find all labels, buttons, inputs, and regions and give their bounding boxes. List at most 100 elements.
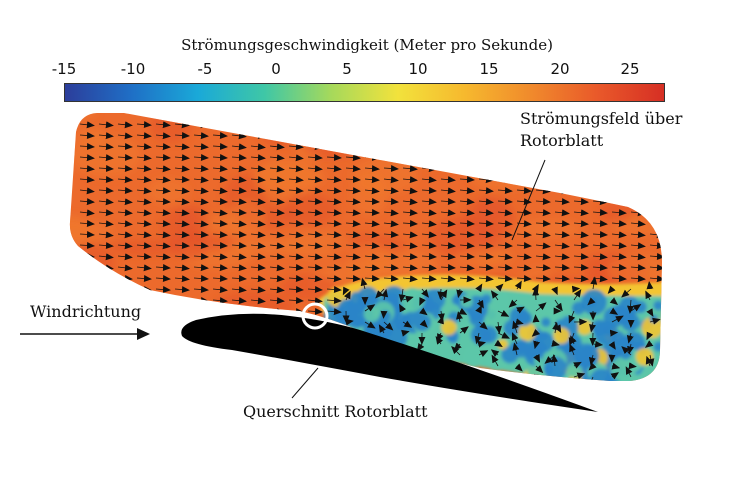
velocity-vector	[516, 176, 532, 184]
velocity-vector	[475, 283, 483, 293]
velocity-vector	[364, 197, 380, 205]
velocity-vector	[231, 187, 247, 195]
velocity-vector	[592, 175, 608, 183]
velocity-vector	[155, 330, 171, 338]
velocity-vector	[174, 154, 190, 162]
velocity-vector	[383, 231, 399, 239]
velocity-vector	[364, 143, 380, 151]
velocity-vector	[326, 153, 342, 161]
velocity-texture-blob	[254, 157, 317, 200]
velocity-vector	[630, 165, 646, 173]
velocity-vector	[117, 220, 133, 228]
velocity-vector	[609, 307, 619, 315]
velocity-vector	[421, 253, 437, 260]
velocity-vector	[402, 198, 418, 206]
velocity-vector	[611, 220, 627, 228]
velocity-vector	[136, 198, 152, 206]
velocity-vector	[326, 209, 342, 217]
velocity-vector	[269, 308, 285, 316]
velocity-vector	[554, 242, 570, 250]
velocity-vector	[136, 121, 152, 129]
velocity-vector	[231, 297, 247, 305]
velocity-texture-blob	[232, 236, 307, 257]
velocity-vector	[497, 121, 513, 129]
velocity-vector	[288, 132, 304, 140]
velocity-vector	[250, 308, 266, 316]
velocity-vector	[307, 297, 323, 305]
velocity-vector	[360, 277, 368, 290]
velocity-vector	[155, 198, 171, 206]
velocity-vector	[552, 321, 560, 334]
separation-zone-blob	[480, 325, 498, 344]
velocity-vector	[497, 154, 513, 162]
velocity-vector	[440, 132, 456, 140]
velocity-vector	[136, 264, 152, 272]
velocity-vector	[459, 252, 475, 260]
velocity-vector	[136, 220, 152, 228]
velocity-vector	[516, 242, 532, 250]
velocity-vector	[490, 290, 499, 301]
velocity-vector	[79, 154, 95, 162]
velocity-vector	[511, 332, 519, 345]
velocity-vector	[364, 304, 376, 312]
velocity-vector	[383, 209, 399, 217]
velocity-vector	[288, 241, 304, 249]
velocity-vector	[212, 231, 228, 239]
velocity-vector	[136, 231, 152, 239]
velocity-vector	[478, 187, 494, 195]
velocity-vector	[79, 363, 95, 371]
velocity-vector	[288, 296, 304, 304]
velocity-texture-blob	[280, 274, 338, 301]
velocity-vector	[440, 231, 456, 239]
velocity-vector	[117, 319, 133, 327]
velocity-vector	[383, 264, 399, 272]
velocity-vector	[193, 176, 209, 184]
velocity-vector	[478, 242, 494, 250]
velocity-vector	[288, 187, 304, 195]
velocity-vector	[288, 197, 304, 205]
velocity-vector	[459, 230, 475, 238]
velocity-vector	[269, 297, 285, 305]
velocity-vector	[573, 289, 582, 301]
velocity-vector	[155, 176, 171, 184]
velocity-vector	[421, 198, 437, 206]
velocity-vector	[174, 286, 190, 294]
velocity-vector	[383, 198, 399, 205]
separation-zone-blob	[459, 294, 473, 308]
velocity-vector	[98, 374, 114, 381]
velocity-vector	[193, 264, 209, 272]
velocity-vector	[345, 154, 361, 162]
velocity-vector	[611, 209, 627, 217]
velocity-texture-blob	[504, 153, 534, 177]
velocity-vector	[231, 307, 247, 315]
velocity-vector	[174, 308, 190, 316]
velocity-vector	[627, 299, 635, 314]
velocity-vector	[136, 165, 152, 173]
velocity-vector	[402, 242, 418, 250]
velocity-vector	[494, 339, 503, 348]
separation-zone-blob	[448, 333, 458, 344]
velocity-vector	[508, 299, 518, 308]
velocity-vector	[380, 310, 388, 319]
velocity-vector	[307, 143, 323, 151]
velocity-vector	[609, 297, 619, 306]
separation-zone-blob	[463, 348, 484, 368]
velocity-vector	[611, 242, 627, 250]
velocity-vector	[117, 231, 133, 239]
velocity-vector	[288, 285, 304, 293]
velocity-vector	[383, 275, 399, 283]
velocity-vector	[79, 286, 95, 294]
velocity-vector	[611, 231, 627, 239]
velocity-texture-blob	[258, 113, 304, 147]
velocity-vector	[383, 154, 399, 162]
velocity-texture-blob	[470, 163, 537, 191]
velocity-vector	[516, 187, 532, 195]
velocity-vector	[535, 253, 551, 261]
velocity-vector	[155, 231, 171, 239]
velocity-vector	[649, 253, 662, 261]
velocity-vector	[440, 165, 456, 173]
separation-zone-blob	[635, 347, 654, 366]
velocity-vector	[364, 208, 380, 216]
separation-zone-blob	[461, 321, 472, 332]
velocity-vector	[478, 165, 494, 173]
